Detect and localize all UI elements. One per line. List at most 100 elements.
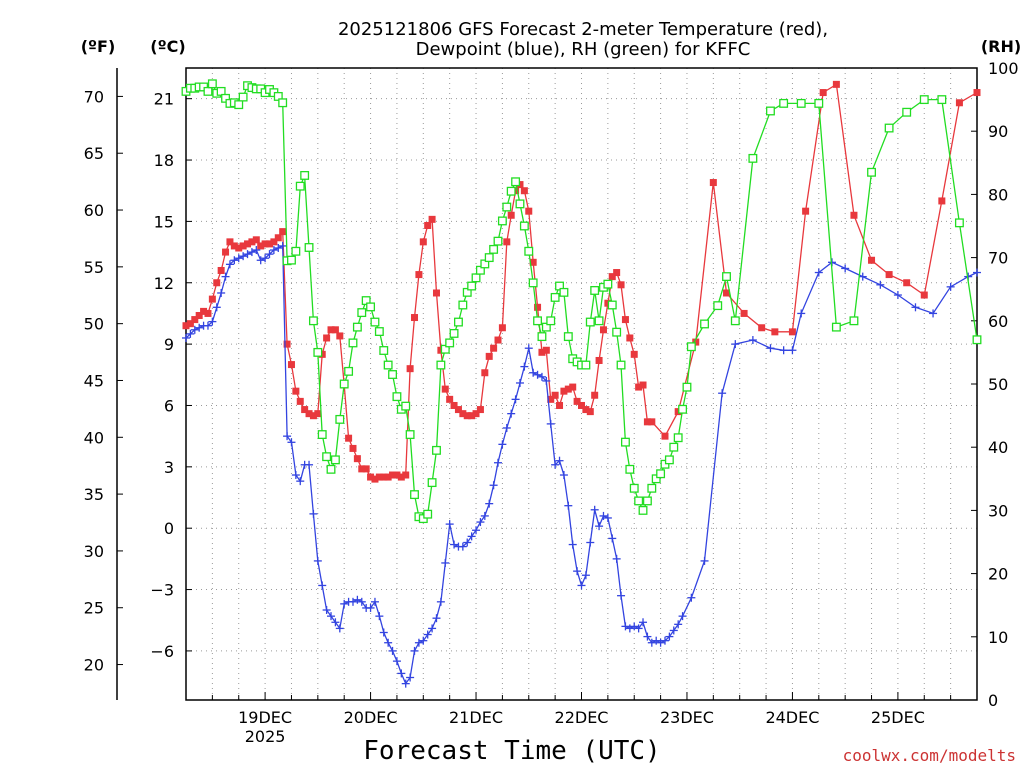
data-point xyxy=(481,369,489,377)
x-tick-label: 25DEC xyxy=(871,708,925,727)
data-point xyxy=(519,221,529,231)
data-point xyxy=(581,360,591,370)
data-point xyxy=(850,211,858,219)
data-point xyxy=(204,309,212,317)
data-point xyxy=(335,624,344,633)
data-point xyxy=(203,321,212,330)
data-point xyxy=(524,246,534,256)
data-point xyxy=(419,636,428,645)
data-point xyxy=(287,255,296,265)
data-point xyxy=(287,438,296,447)
data-point xyxy=(459,410,467,418)
data-point xyxy=(534,303,542,311)
data-point xyxy=(366,603,375,612)
rh-unit-label: (RH) xyxy=(981,37,1021,56)
data-point xyxy=(578,401,585,409)
data-point xyxy=(389,471,397,479)
data-point xyxy=(507,211,515,219)
data-point xyxy=(410,490,419,500)
data-point xyxy=(620,437,630,447)
data-point xyxy=(730,316,740,326)
data-point xyxy=(305,410,313,418)
data-point xyxy=(731,340,740,349)
data-point xyxy=(458,300,468,310)
data-point xyxy=(555,456,564,465)
x-tick-label: 21DEC xyxy=(449,708,503,727)
data-point xyxy=(261,254,270,263)
rh-tick-label: 100 xyxy=(988,59,1019,78)
data-point xyxy=(556,401,564,409)
data-point xyxy=(292,387,300,395)
data-point xyxy=(239,242,247,250)
data-point xyxy=(367,473,375,481)
data-point xyxy=(564,501,573,510)
data-point xyxy=(471,273,481,283)
data-point xyxy=(374,327,384,336)
data-point xyxy=(239,252,248,261)
data-point xyxy=(599,511,608,520)
data-point xyxy=(317,430,327,440)
fahrenheit-tick-label: 70 xyxy=(84,87,104,106)
fahrenheit-tick-label: 20 xyxy=(84,656,104,675)
data-point xyxy=(630,350,638,358)
data-point xyxy=(432,614,441,623)
data-point xyxy=(625,624,634,633)
data-point xyxy=(673,433,683,443)
data-point xyxy=(424,221,432,229)
data-point xyxy=(613,269,621,277)
data-point xyxy=(551,460,560,469)
data-point xyxy=(314,410,322,418)
data-point xyxy=(503,238,511,246)
data-point xyxy=(467,532,476,541)
data-point xyxy=(234,100,244,110)
data-point xyxy=(893,291,902,300)
data-point xyxy=(304,243,314,252)
x-tick-label: 23DEC xyxy=(660,708,714,727)
data-point xyxy=(494,458,503,467)
data-point xyxy=(920,291,928,299)
data-point xyxy=(937,95,947,105)
data-point xyxy=(643,632,652,641)
data-point xyxy=(436,597,445,606)
data-point xyxy=(313,556,322,565)
data-point xyxy=(665,632,674,641)
data-point xyxy=(397,669,406,678)
x-tick-label: 22DEC xyxy=(555,708,609,727)
data-point xyxy=(585,317,595,327)
data-point xyxy=(678,404,688,414)
chart-title-line2: Dewpoint (blue), RH (green) for KFFC xyxy=(416,39,751,60)
x-tick-label: 24DEC xyxy=(765,708,819,727)
data-point xyxy=(287,361,295,369)
celsius-tick-label: 12 xyxy=(154,274,174,293)
data-point xyxy=(515,199,525,209)
data-point xyxy=(380,473,388,481)
data-point xyxy=(327,612,336,621)
data-point xyxy=(550,292,560,302)
data-point xyxy=(713,301,723,311)
x-axis-title: Forecast Time (UTC) xyxy=(363,736,660,766)
data-point xyxy=(876,280,885,289)
rh-tick-label: 40 xyxy=(988,438,1008,457)
data-point xyxy=(502,423,511,432)
data-point xyxy=(410,646,419,655)
data-point xyxy=(796,98,806,108)
data-point xyxy=(217,266,225,274)
data-point xyxy=(357,597,366,606)
fahrenheit-tick-label: 25 xyxy=(84,599,104,618)
data-point xyxy=(867,167,876,177)
data-point xyxy=(352,322,362,332)
data-point xyxy=(621,316,629,324)
data-point xyxy=(626,334,634,342)
data-point xyxy=(648,418,656,426)
data-point xyxy=(454,317,463,327)
data-point xyxy=(384,473,392,481)
data-point xyxy=(411,314,419,322)
data-point xyxy=(533,316,543,326)
data-point xyxy=(296,397,304,405)
data-point xyxy=(384,638,393,647)
data-point xyxy=(709,179,717,187)
data-point xyxy=(603,279,613,289)
data-point xyxy=(582,406,590,414)
data-point xyxy=(445,520,454,529)
